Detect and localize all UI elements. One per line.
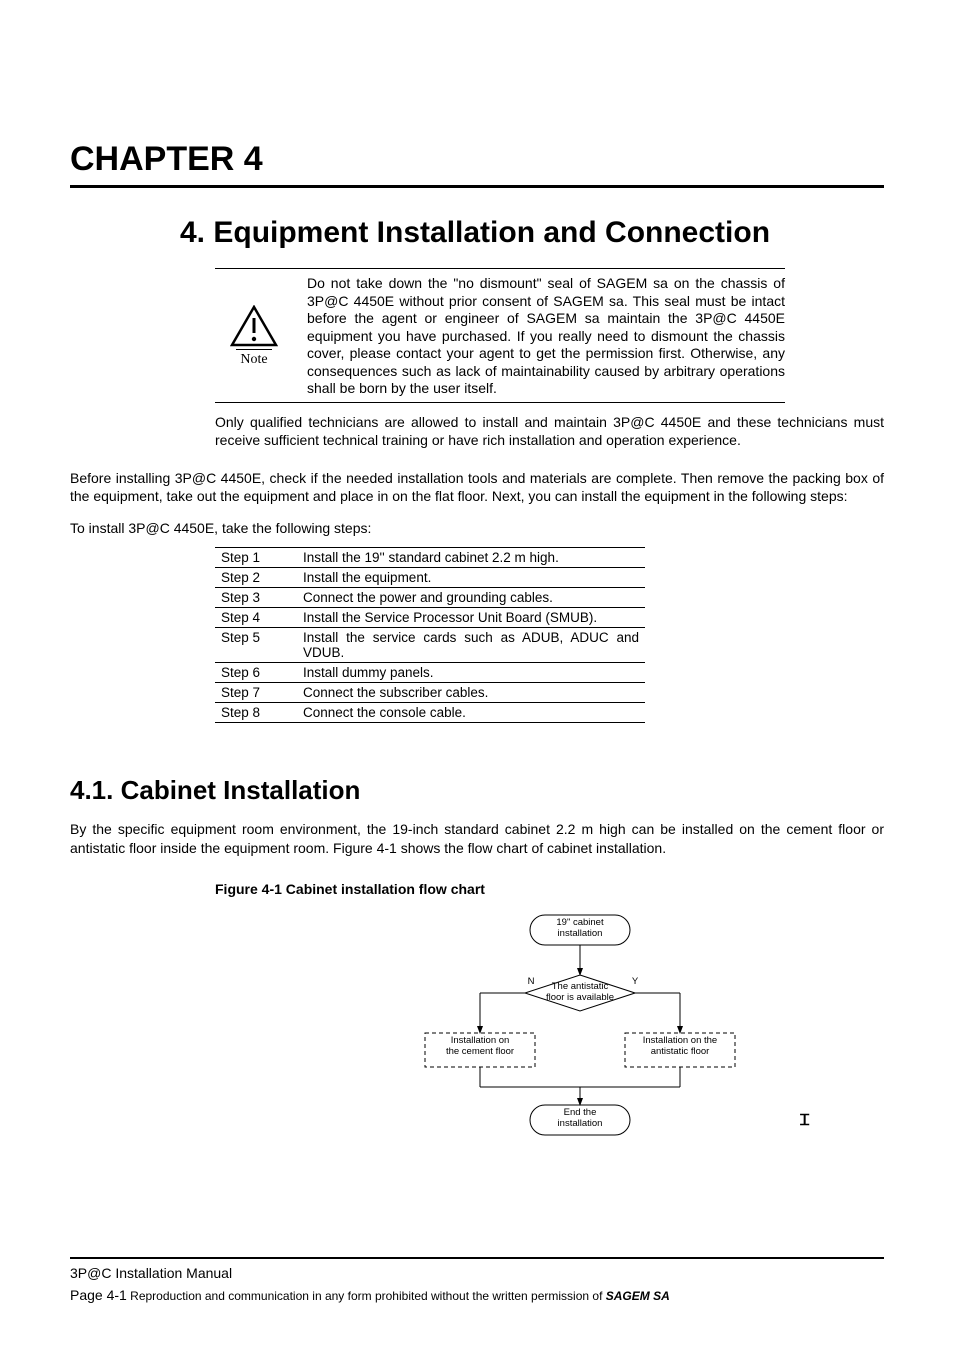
flow-label-yes: Y [625, 977, 645, 988]
note-icon-column: Note [215, 275, 293, 398]
step-label-cell: Step 8 [215, 703, 297, 723]
step-desc-cell: Connect the power and grounding cables. [297, 588, 645, 608]
step-desc-cell: Install the 19'' standard cabinet 2.2 m … [297, 548, 645, 568]
footer-page-number: Page 4-1 [70, 1287, 127, 1303]
flow-node-left: Installation onthe cement floor [425, 1036, 535, 1058]
note-text: Do not take down the "no dismount" seal … [293, 275, 785, 398]
footer-page-line: Page 4-1 Reproduction and communication … [70, 1287, 884, 1303]
page-footer: 3P@C Installation Manual Page 4-1 Reprod… [70, 1257, 884, 1303]
to-install-paragraph: To install 3P@C 4450E, take the followin… [70, 519, 884, 537]
table-row: Step 5Install the service cards such as … [215, 628, 645, 663]
note-block: Note Do not take down the "no dismount" … [215, 268, 785, 403]
chapter-rule [70, 185, 884, 188]
chapter-title: CHAPTER 4 [70, 140, 884, 179]
section-title: 4. Equipment Installation and Connection [70, 216, 884, 250]
step-label-cell: Step 2 [215, 568, 297, 588]
step-desc-cell: Install the equipment. [297, 568, 645, 588]
table-row: Step 7Connect the subscriber cables. [215, 683, 645, 703]
footer-manual-title: 3P@C Installation Manual [70, 1265, 884, 1281]
table-row: Step 6Install dummy panels. [215, 663, 645, 683]
step-label-cell: Step 3 [215, 588, 297, 608]
warning-icon [230, 305, 278, 347]
table-row: Step 4Install the Service Processor Unit… [215, 608, 645, 628]
footer-brand: SAGEM SA [606, 1289, 670, 1303]
install-steps-table: Step 1Install the 19'' standard cabinet … [215, 547, 645, 723]
flow-node-decision: The antistaticfloor is available [525, 982, 635, 1004]
before-install-paragraph: Before installing 3P@C 4450E, check if t… [70, 469, 884, 505]
step-label-cell: Step 6 [215, 663, 297, 683]
table-row: Step 8Connect the console cable. [215, 703, 645, 723]
flow-node-end: End theinstallation [530, 1108, 630, 1130]
subsection-intro-paragraph: By the specific equipment room environme… [70, 820, 884, 856]
table-row: Step 2Install the equipment. [215, 568, 645, 588]
flow-node-right: Installation on theantistatic floor [625, 1036, 735, 1058]
flow-node-start: 19" cabinetinstallation [530, 918, 630, 940]
note-label: Note [236, 349, 272, 368]
step-label-cell: Step 5 [215, 628, 297, 663]
subsection-title: 4.1. Cabinet Installation [70, 775, 884, 806]
step-desc-cell: Install dummy panels. [297, 663, 645, 683]
table-row: Step 3Connect the power and grounding ca… [215, 588, 645, 608]
step-desc-cell: Connect the console cable. [297, 703, 645, 723]
step-desc-cell: Install the service cards such as ADUB, … [297, 628, 645, 663]
step-label-cell: Step 4 [215, 608, 297, 628]
step-label-cell: Step 1 [215, 548, 297, 568]
table-row: Step 1Install the 19'' standard cabinet … [215, 548, 645, 568]
footer-rule [70, 1257, 884, 1259]
footer-reproduction-text: Reproduction and communication in any fo… [130, 1289, 606, 1303]
figure-caption: Figure 4-1 Cabinet installation flow cha… [215, 881, 884, 897]
cursor-mark-icon: Ꮖ [800, 1112, 810, 1129]
flow-label-no: N [521, 977, 541, 988]
step-desc-cell: Install the Service Processor Unit Board… [297, 608, 645, 628]
flowchart: 19" cabinetinstallation The antistaticflo… [330, 907, 870, 1147]
qualified-technicians-paragraph: Only qualified technicians are allowed t… [215, 413, 884, 449]
step-label-cell: Step 7 [215, 683, 297, 703]
step-desc-cell: Connect the subscriber cables. [297, 683, 645, 703]
